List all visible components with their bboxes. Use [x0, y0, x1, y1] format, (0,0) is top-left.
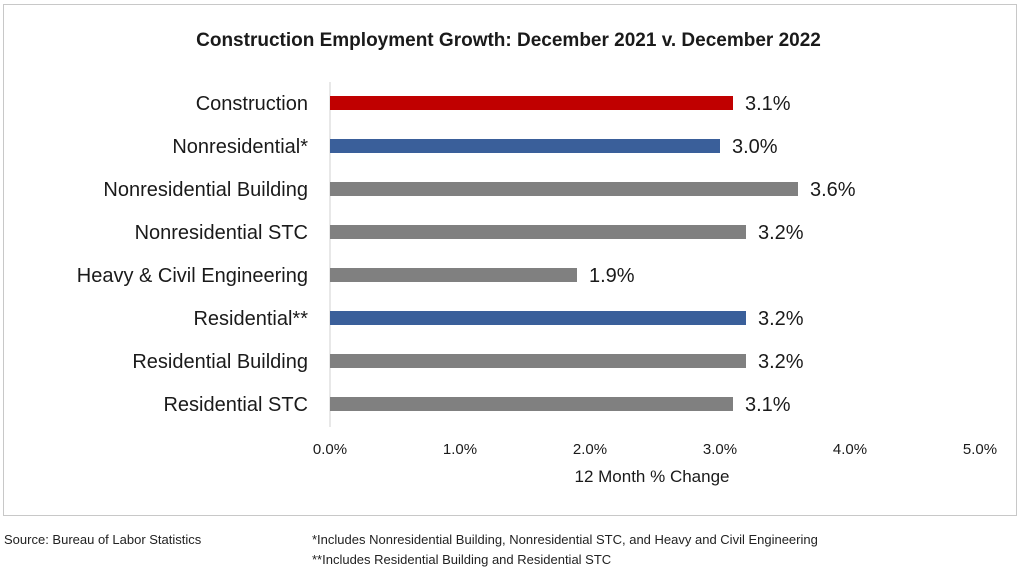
x-tick-label: 2.0%: [573, 441, 607, 458]
data-label: 3.6%: [810, 179, 856, 201]
data-label: 3.0%: [732, 136, 778, 158]
data-label: 3.2%: [758, 351, 804, 373]
x-tick-label: 1.0%: [443, 441, 477, 458]
bar: [330, 268, 577, 282]
chart-title: Construction Employment Growth: December…: [196, 30, 821, 51]
data-label: 3.2%: [758, 308, 804, 330]
x-tick-label: 5.0%: [963, 441, 997, 458]
data-label: 1.9%: [589, 265, 635, 287]
bar: [330, 354, 746, 368]
x-tick-label: 4.0%: [833, 441, 867, 458]
x-tick-label: 3.0%: [703, 441, 737, 458]
category-label: Residential STC: [163, 394, 308, 416]
bar: [330, 139, 720, 153]
bar: [330, 96, 733, 110]
chart-frame: [3, 4, 1017, 516]
bar-chart: Construction 3.1% Nonresidential* 3.0% Nonre…: [77, 82, 997, 486]
x-tick-label: 0.0%: [313, 441, 347, 458]
data-label: 3.1%: [745, 394, 791, 416]
category-label: Residential**: [193, 308, 308, 330]
bar: [330, 182, 798, 196]
category-label: Nonresidential Building: [103, 179, 308, 201]
category-label: Heavy & Civil Engineering: [77, 265, 308, 287]
x-axis-title: 12 Month % Change: [575, 467, 730, 486]
footnote-nonresidential: *Includes Nonresidential Building, Nonre…: [312, 532, 818, 547]
source-note: Source: Bureau of Labor Statistics: [4, 532, 202, 547]
bar: [330, 397, 733, 411]
category-label: Nonresidential STC: [135, 222, 308, 244]
data-label: 3.2%: [758, 222, 804, 244]
category-label: Residential Building: [132, 351, 308, 373]
data-label: 3.1%: [745, 93, 791, 115]
category-label: Construction: [196, 93, 308, 115]
category-label: Nonresidential*: [172, 136, 308, 158]
footnote-residential: **Includes Residential Building and Resi…: [312, 552, 612, 567]
bar: [330, 311, 746, 325]
bar: [330, 225, 746, 239]
